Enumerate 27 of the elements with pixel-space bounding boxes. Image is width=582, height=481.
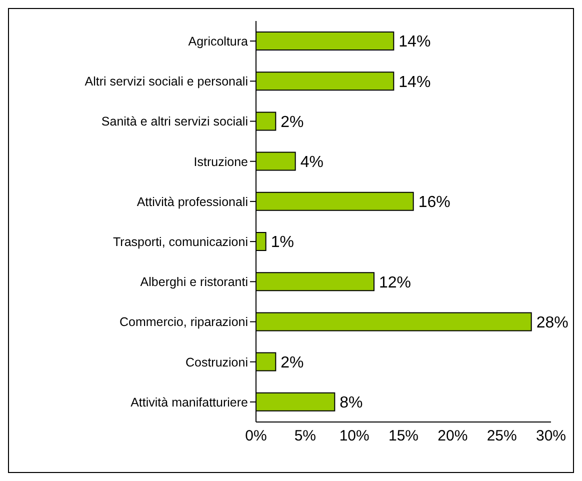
data-label: 2% [280,354,304,372]
data-label: 8% [340,394,363,412]
x-tick-label: 0% [245,428,267,445]
data-label: 2% [280,114,304,131]
data-label: 12% [379,274,412,292]
x-tick-label: 10% [339,428,370,445]
y-tick-label: Commercio, riparazioni [119,315,248,330]
y-tick-label: Attività manifatturiere [130,395,248,410]
y-tick-label: Trasporti, comunicazioni [112,234,248,249]
y-tick-label: Altri servizi sociali e personali [84,74,248,89]
x-tick-label: 20% [438,428,468,445]
x-tick-label: 15% [388,428,419,445]
data-label: 14% [398,34,431,51]
y-tick-label: Costruzioni [185,355,248,370]
x-tick-label: 30% [536,428,566,445]
x-tick-label: 5% [294,428,316,445]
data-label: 4% [300,154,324,171]
y-tick-label: Alberghi e ristoranti [140,275,248,290]
y-tick-label: Attività professionali [136,194,248,209]
x-tick-label: 25% [486,428,517,445]
y-tick-label: Istruzione [194,154,248,169]
data-label: 1% [270,234,294,252]
data-label: 16% [418,194,450,212]
y-tick-label: Sanità e altri servizi sociali [101,114,248,129]
data-label: 14% [398,74,431,91]
data-label: 28% [536,314,568,332]
y-tick-label: Agricoltura [188,34,248,48]
